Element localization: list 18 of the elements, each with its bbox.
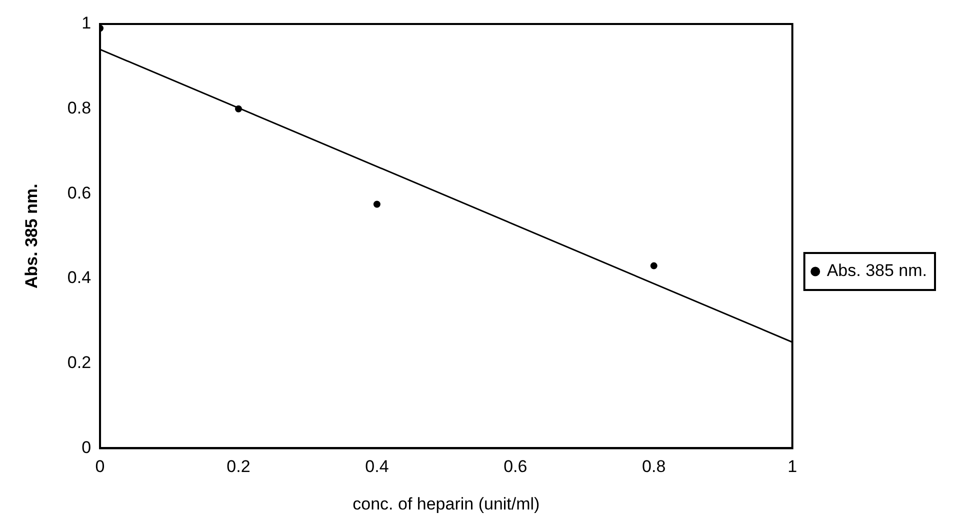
point [373, 200, 380, 208]
x-tick-label: 0.2 [226, 457, 250, 476]
y-tick-label: 1 [82, 14, 92, 33]
x-tick-label: 1 [788, 457, 798, 476]
y-axis-title: Abs. 385 nm. [22, 184, 41, 289]
legend-label: Abs. 385 nm. [826, 261, 928, 280]
x-axis-title: conc. of heparin (unit/ml) [352, 494, 540, 514]
x-tick-label: 0.8 [642, 457, 666, 476]
x-tick-label: 0.4 [365, 457, 389, 476]
y-tick-label: 0.8 [67, 98, 92, 118]
y-tick-label: 0 [82, 438, 92, 457]
y-tick-label: 0.6 [67, 183, 92, 202]
x-tick-label: 0 [95, 457, 105, 476]
y-tick-label: 0.2 [67, 353, 92, 372]
x-tick-label: 0.6 [504, 457, 528, 476]
y-tick-label: 0.4 [67, 268, 92, 288]
point [234, 105, 242, 112]
point [650, 262, 658, 270]
